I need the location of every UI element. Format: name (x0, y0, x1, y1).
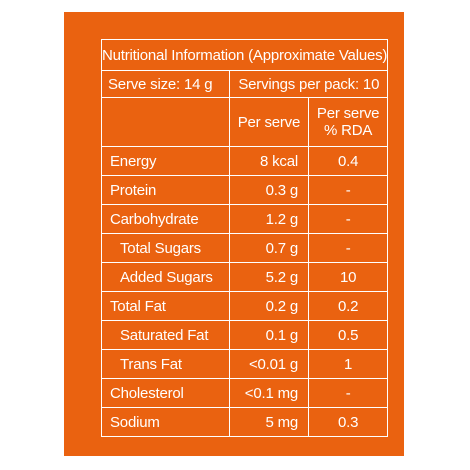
table-row: Total Sugars 0.7 g- (101, 233, 389, 263)
table-row: Protein 0.3 g- (101, 175, 389, 205)
nutrient-label: Cholesterol (101, 378, 230, 408)
nutrient-value: 0.1 g (228, 320, 310, 350)
nutrient-value: 0.3 g (228, 175, 310, 205)
nutrient-value: 5.2 g (228, 262, 310, 292)
serve-size: Serve size: 14 g (101, 70, 230, 98)
nutrient-value: 8 kcal (228, 146, 310, 176)
nutrient-rda: 0.4 (308, 146, 389, 176)
nutrient-label: Added Sugars (101, 262, 230, 292)
nutrient-label: Total Fat (101, 291, 230, 321)
table-row: Saturated Fat 0.1 g 0.5 (101, 320, 389, 350)
nutrient-rda: - (308, 204, 389, 234)
nutrient-rda: - (308, 175, 389, 205)
nutrient-label: Trans Fat (101, 349, 230, 379)
title-row: Nutritional Information (Approximate Val… (100, 39, 389, 71)
nutrient-rda: 0.5 (308, 320, 389, 350)
nutrient-rda: - (308, 233, 389, 263)
column-header-row: Per serve Per serve % RDA (101, 97, 389, 147)
nutrient-rda: 0.2 (308, 291, 389, 321)
nutrient-value: <0.01 g (228, 349, 310, 379)
table-row: Cholesterol <0.1 mg - (101, 378, 389, 408)
nutrient-value: 0.2 g (228, 291, 310, 321)
nutrient-rda: 0.3 (308, 407, 389, 437)
nutrient-label: Carbohydrate (101, 204, 230, 234)
serving-info-row: Serve size: 14 g Servings per pack: 10 (101, 70, 389, 98)
nutrient-label: Saturated Fat (101, 320, 230, 350)
servings-per-pack: Servings per pack: 10 (228, 70, 389, 98)
table-row: Total Fat 0.2 g 0.2 (101, 291, 389, 321)
nutrient-rda: 1 (308, 349, 389, 379)
nutrient-value: 0.7 g (228, 233, 310, 263)
nutrition-table: Nutritional Information (Approximate Val… (100, 39, 389, 437)
header-rda: Per serve % RDA (308, 97, 389, 147)
nutrient-label: Total Sugars (101, 233, 230, 263)
nutrient-value: <0.1 mg (228, 378, 310, 408)
nutrient-rda: - (308, 378, 389, 408)
table-title: Nutritional Information (Approximate Val… (100, 39, 389, 71)
nutrient-value: 5 mg (228, 407, 310, 437)
table-row: Carbohydrate 1.2 g- (101, 204, 389, 234)
nutrient-label: Energy (101, 146, 230, 176)
header-per-serve: Per serve (228, 97, 310, 147)
table-row: Sodium 5 mg 0.3 (101, 407, 389, 437)
table-row: Energy 8 kcal 0.4 (101, 146, 389, 176)
table-row: Added Sugars 5.2 g 10 (101, 262, 389, 292)
nutrient-label: Protein (101, 175, 230, 205)
nutrient-value: 1.2 g (228, 204, 310, 234)
header-empty-cell (101, 97, 230, 147)
nutrient-rda: 10 (308, 262, 389, 292)
nutrient-label: Sodium (101, 407, 230, 437)
